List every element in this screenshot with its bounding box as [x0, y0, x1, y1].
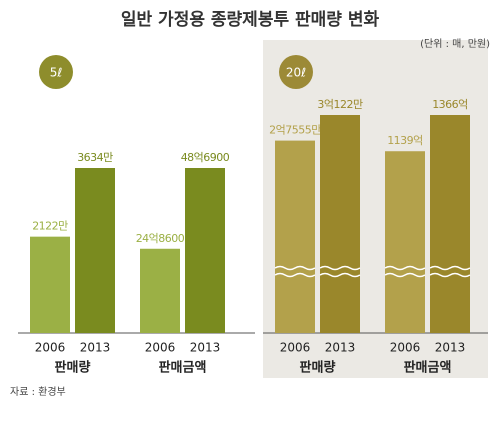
axis-break — [274, 265, 316, 271]
value-label: 3634만 — [77, 151, 113, 164]
x-tick-label: 2013 — [325, 341, 356, 355]
badge-label: 20ℓ — [286, 66, 306, 80]
bar — [30, 236, 70, 333]
axis-break — [319, 265, 361, 271]
group-label: 판매금액 — [404, 360, 452, 376]
value-label: 1139억 — [387, 134, 423, 147]
x-tick-label: 2006 — [35, 341, 66, 355]
value-label: 3억122만 — [317, 98, 363, 111]
axis-break — [319, 272, 361, 278]
axis-break — [384, 272, 426, 278]
x-tick-label: 2013 — [435, 341, 466, 355]
x-tick-label: 2006 — [145, 341, 176, 355]
value-label: 2억7555만 — [269, 124, 321, 137]
axis-break — [384, 265, 426, 271]
source-note: 자료 : 환경부 — [10, 385, 66, 398]
bar — [275, 140, 315, 333]
x-tick-label: 2013 — [80, 341, 111, 355]
group-label: 판매량 — [55, 360, 91, 376]
chart-title: 일반 가정용 종량제봉투 판매량 변화 — [121, 10, 380, 30]
badge — [39, 55, 73, 89]
x-tick-label: 2006 — [280, 341, 311, 355]
bar — [185, 168, 225, 333]
value-label: 24억8600 — [136, 232, 185, 245]
axis-break — [274, 272, 316, 278]
bar — [320, 115, 360, 333]
badge — [279, 55, 313, 89]
axis-break — [429, 272, 471, 278]
bar — [75, 168, 115, 333]
unit-note: (단위 : 매, 만원) — [420, 37, 490, 50]
value-label: 48억6900 — [181, 151, 230, 164]
value-label: 2122만 — [32, 220, 68, 233]
group-label: 판매금액 — [159, 360, 207, 376]
bar — [430, 115, 470, 333]
axis-break — [429, 265, 471, 271]
badge-label: 5ℓ — [50, 66, 63, 80]
bar — [140, 248, 180, 333]
x-tick-label: 2013 — [190, 341, 221, 355]
x-tick-label: 2006 — [390, 341, 421, 355]
bar — [385, 151, 425, 333]
value-label: 1366억 — [432, 98, 468, 111]
group-label: 판매량 — [300, 360, 336, 376]
